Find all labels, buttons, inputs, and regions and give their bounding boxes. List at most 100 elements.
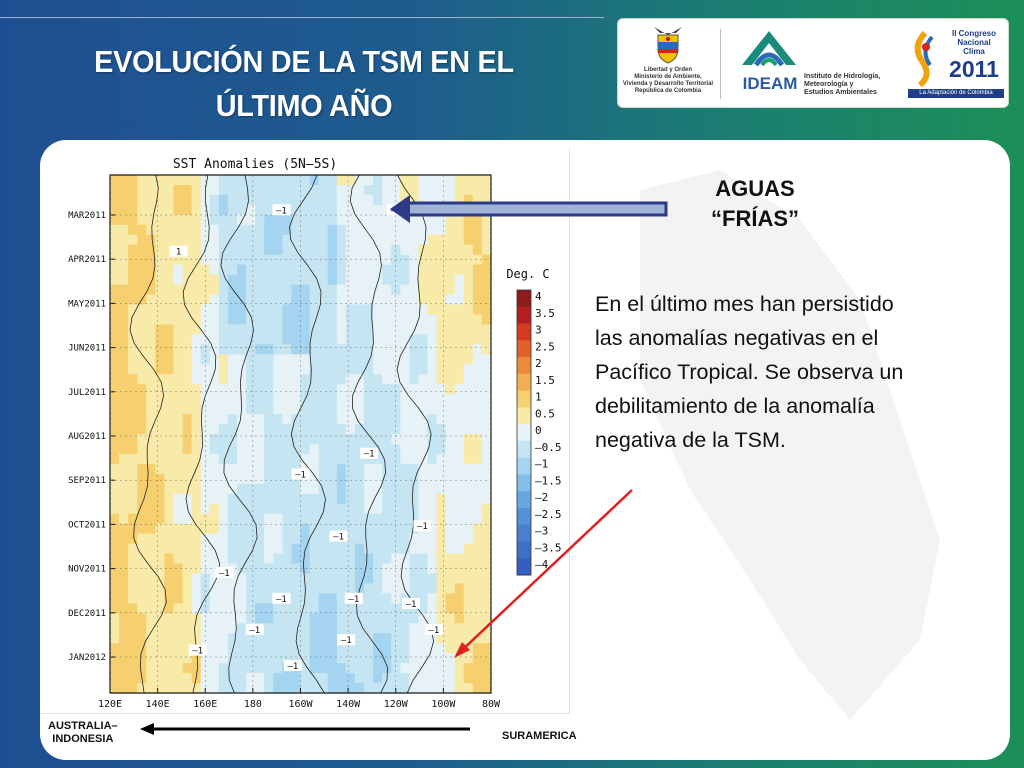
field-cell bbox=[318, 384, 329, 395]
field-cell bbox=[472, 573, 483, 585]
field-cell bbox=[463, 633, 474, 644]
field-cell bbox=[218, 623, 229, 634]
field-cell bbox=[373, 374, 383, 385]
field-cell bbox=[382, 394, 392, 405]
field-cell bbox=[264, 563, 274, 575]
field-cell bbox=[237, 573, 247, 585]
contour-label: –1 bbox=[276, 206, 287, 216]
field-cell bbox=[336, 284, 347, 296]
field-cell bbox=[318, 354, 329, 365]
field-cell bbox=[237, 603, 247, 614]
field-cell bbox=[200, 214, 211, 226]
field-cell bbox=[128, 463, 138, 475]
field-cell bbox=[373, 184, 383, 196]
field-cell bbox=[110, 553, 120, 565]
field-cell bbox=[373, 404, 383, 415]
field-cell bbox=[264, 603, 274, 614]
field-cell bbox=[327, 673, 338, 684]
field-cell bbox=[255, 473, 265, 485]
field-cell bbox=[282, 453, 293, 465]
field-cell bbox=[336, 274, 347, 286]
field-cell bbox=[391, 284, 401, 296]
field-cell bbox=[264, 513, 274, 525]
field-cell bbox=[264, 503, 274, 515]
field-cell bbox=[454, 334, 465, 345]
field-cell bbox=[318, 613, 329, 624]
field-cell bbox=[128, 653, 138, 664]
congreso-swirl-icon bbox=[914, 30, 934, 87]
field-cell bbox=[354, 663, 365, 674]
field-cell bbox=[454, 234, 465, 246]
field-cell bbox=[300, 204, 311, 216]
field-cell bbox=[137, 643, 147, 654]
field-cell bbox=[318, 533, 329, 545]
field-cell bbox=[454, 533, 465, 545]
field-cell bbox=[146, 184, 156, 196]
field-cell bbox=[463, 424, 474, 435]
field-cell bbox=[463, 234, 474, 246]
field-cell bbox=[246, 633, 256, 644]
field-cell bbox=[427, 553, 438, 565]
field-cell bbox=[382, 553, 392, 565]
field-cell bbox=[137, 264, 147, 276]
field-cell bbox=[182, 473, 193, 485]
field-cell bbox=[400, 264, 410, 276]
field-cell bbox=[137, 463, 147, 475]
field-cell bbox=[472, 563, 483, 575]
field-cell bbox=[336, 543, 347, 555]
field-cell bbox=[155, 184, 166, 196]
field-cell bbox=[164, 483, 175, 495]
field-cell bbox=[291, 314, 302, 326]
field-cell bbox=[391, 394, 401, 405]
field-cell bbox=[336, 324, 347, 335]
colorbar-swatch bbox=[517, 373, 531, 392]
contour-label: –1 bbox=[219, 569, 230, 579]
field-cell bbox=[454, 414, 465, 425]
field-cell bbox=[110, 613, 120, 624]
colorbar-swatch bbox=[517, 457, 531, 475]
field-cell bbox=[318, 543, 329, 555]
field-cell bbox=[146, 513, 156, 525]
field-cell bbox=[463, 573, 474, 585]
field-cell bbox=[427, 593, 438, 604]
field-cell bbox=[409, 513, 420, 525]
field-cell bbox=[227, 443, 238, 455]
field-cell bbox=[227, 513, 238, 525]
field-cell bbox=[454, 434, 465, 445]
field-cell bbox=[382, 314, 392, 326]
field-cell bbox=[463, 344, 474, 355]
field-cell bbox=[128, 204, 138, 216]
field-cell bbox=[182, 523, 193, 535]
field-cell bbox=[418, 653, 429, 664]
field-cell bbox=[345, 503, 356, 515]
field-cell bbox=[382, 453, 392, 465]
field-cell bbox=[273, 254, 283, 266]
field-cell bbox=[436, 354, 447, 365]
field-cell bbox=[273, 603, 283, 614]
field-cell bbox=[155, 434, 166, 445]
field-cell bbox=[327, 364, 338, 375]
field-cell bbox=[354, 284, 365, 296]
field-cell bbox=[128, 224, 138, 236]
field-cell bbox=[327, 643, 338, 654]
field-cell bbox=[318, 184, 329, 196]
field-cell bbox=[445, 314, 456, 326]
field-cell bbox=[291, 414, 302, 425]
field-cell bbox=[237, 633, 247, 644]
field-cell bbox=[354, 493, 365, 505]
field-cell bbox=[364, 414, 374, 425]
field-cell bbox=[209, 443, 220, 455]
field-cell bbox=[218, 314, 229, 326]
field-cell bbox=[463, 414, 474, 425]
field-cell bbox=[454, 543, 465, 555]
field-cell bbox=[246, 244, 256, 256]
field-cell bbox=[400, 653, 410, 664]
field-cell bbox=[282, 513, 293, 525]
field-cell bbox=[382, 683, 392, 694]
field-cell bbox=[481, 254, 492, 266]
field-cell bbox=[454, 384, 465, 395]
field-cell bbox=[182, 314, 193, 326]
field-cell bbox=[209, 294, 220, 306]
field-cell bbox=[481, 274, 492, 286]
field-cell bbox=[273, 184, 283, 196]
